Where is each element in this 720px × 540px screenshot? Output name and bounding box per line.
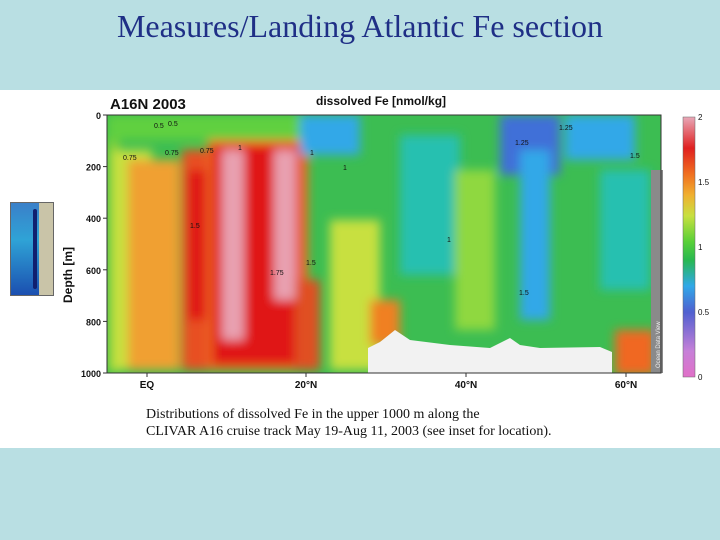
plot-frame — [106, 114, 662, 374]
contour-label: 1.5 — [630, 153, 640, 160]
fe-section-chart: A16N 2003 dissolved Fe [nmol/kg] — [61, 94, 710, 391]
y-tick-label: 800 — [86, 317, 101, 327]
y-tick-label: 400 — [86, 214, 101, 224]
y-tick-label: 0 — [96, 111, 101, 121]
blob-60n-teal — [600, 170, 650, 290]
blob-50n-cyan — [520, 150, 550, 320]
contour-label: 1 — [310, 150, 314, 157]
figure-panel: A16N 2003 dissolved Fe [nmol/kg] — [0, 90, 720, 448]
contour-labels: 0.5 0.5 0.75 0.75 0.75 1 1 1 1 1.25 1.25 1.5 1.5 1.5 1… — [123, 121, 640, 297]
contour-label: 0.75 — [165, 150, 179, 157]
blob-surface-blue-20n — [300, 115, 360, 155]
figure-caption: Distributions of dissolved Fe in the upp… — [146, 406, 646, 440]
colorbar-tick-label: 2 — [698, 113, 703, 122]
blob-eq-orange — [128, 160, 180, 370]
heatmap-field: Ocean Data View — [106, 114, 663, 374]
blob-core-pink-east — [274, 150, 296, 300]
contour-label: 1.5 — [519, 290, 529, 297]
x-tick-label: EQ — [140, 380, 155, 391]
colorbar-tick-label: 1 — [698, 243, 703, 252]
contour-label: 0.75 — [200, 148, 214, 155]
blob-core-pink-west — [222, 150, 244, 340]
y-tick-label: 600 — [86, 266, 101, 276]
contour-label: 1 — [343, 165, 347, 172]
colorbar-ticks: 2 1.5 1 0.5 0 — [698, 113, 710, 382]
colorbar-tick-label: 0.5 — [698, 308, 710, 317]
colorbar-tick-label: 1.5 — [698, 178, 710, 187]
x-axis-ticks: EQ 20°N 40°N 60°N — [140, 373, 637, 391]
caption-line-2: CLIVAR A16 cruise track May 19-Aug 11, 2… — [146, 424, 552, 439]
contour-label: 1.5 — [190, 223, 200, 230]
contour-label: 1.75 — [270, 270, 284, 277]
y-tick-label: 1000 — [81, 369, 101, 379]
x-tick-label: 40°N — [455, 380, 477, 391]
y-axis-label: Depth [m] — [61, 247, 75, 303]
blob-40n-teal — [400, 135, 460, 275]
colorbar-tick-label: 0 — [698, 373, 703, 382]
contour-label: 0.5 — [168, 121, 178, 128]
blob-60n-deep — [615, 330, 655, 373]
watermark-text: Ocean Data View — [656, 321, 662, 368]
inset-land — [39, 203, 53, 295]
chart-title: A16N 2003 — [110, 96, 186, 113]
contour-label: 0.75 — [123, 155, 137, 162]
contour-label: 1.5 — [306, 260, 316, 267]
inset-map — [10, 202, 54, 296]
x-tick-label: 60°N — [615, 380, 637, 391]
chart-variable-label: dissolved Fe [nmol/kg] — [316, 94, 446, 108]
colorbar: 2 1.5 1 0.5 0 — [682, 113, 710, 382]
y-tick-label: 200 — [86, 163, 101, 173]
blob-55n-cyan — [565, 115, 635, 160]
blob-surface-green — [107, 115, 307, 140]
contour-label: 1 — [447, 237, 451, 244]
contour-label: 1 — [238, 145, 242, 152]
caption-line-1: Distributions of dissolved Fe in the upp… — [146, 407, 480, 422]
contour-label: 1.25 — [559, 125, 573, 132]
blob-20n-deep — [295, 280, 320, 370]
watermark-bar — [651, 170, 663, 373]
contour-label: 0.5 — [154, 123, 164, 130]
blob-max-red-west — [188, 170, 206, 320]
contour-label: 1.25 — [515, 140, 529, 147]
y-axis-ticks: 0 200 400 600 800 1000 — [81, 111, 107, 379]
inset-cruise-track — [33, 209, 37, 289]
blob-40n-light — [455, 170, 495, 330]
slide-title: Measures/Landing Atlantic Fe section — [116, 8, 604, 44]
x-tick-label: 20°N — [295, 380, 317, 391]
colorbar-scale — [682, 116, 696, 378]
seafloor-mask — [368, 330, 612, 373]
